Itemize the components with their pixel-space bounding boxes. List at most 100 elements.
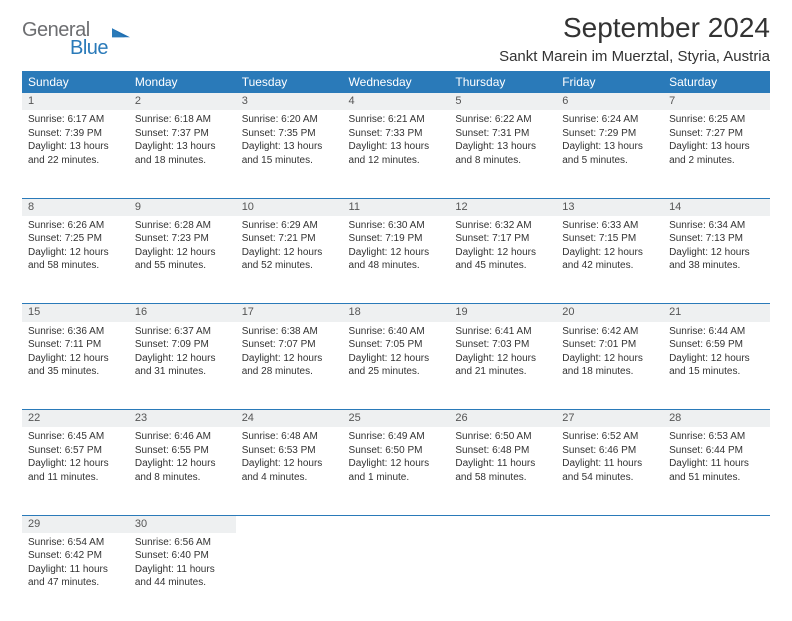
day-detail-cell: [556, 533, 663, 621]
day-detail-cell: Sunrise: 6:46 AMSunset: 6:55 PMDaylight:…: [129, 427, 236, 515]
daylight-text: and 38 minutes.: [669, 259, 764, 273]
day-number-cell: 24: [236, 410, 343, 428]
month-title: September 2024: [499, 12, 770, 44]
daylight-text: Daylight: 11 hours: [562, 457, 657, 471]
day-detail-cell: [449, 533, 556, 621]
daynum-row: 891011121314: [22, 198, 770, 216]
day-number-cell: 13: [556, 198, 663, 216]
sunrise-text: Sunrise: 6:32 AM: [455, 219, 550, 233]
sunset-text: Sunset: 7:07 PM: [242, 338, 337, 352]
sunrise-text: Sunrise: 6:21 AM: [349, 113, 444, 127]
day-number-cell: 10: [236, 198, 343, 216]
detail-row: Sunrise: 6:26 AMSunset: 7:25 PMDaylight:…: [22, 216, 770, 304]
daylight-text: and 51 minutes.: [669, 471, 764, 485]
day-number-cell: [343, 515, 450, 533]
day-detail-cell: Sunrise: 6:36 AMSunset: 7:11 PMDaylight:…: [22, 322, 129, 410]
day-number-cell: 28: [663, 410, 770, 428]
detail-row: Sunrise: 6:36 AMSunset: 7:11 PMDaylight:…: [22, 322, 770, 410]
sunrise-text: Sunrise: 6:48 AM: [242, 430, 337, 444]
day-detail-cell: Sunrise: 6:37 AMSunset: 7:09 PMDaylight:…: [129, 322, 236, 410]
day-detail-cell: Sunrise: 6:48 AMSunset: 6:53 PMDaylight:…: [236, 427, 343, 515]
day-detail-cell: Sunrise: 6:20 AMSunset: 7:35 PMDaylight:…: [236, 110, 343, 198]
day-number-cell: 23: [129, 410, 236, 428]
location-subtitle: Sankt Marein im Muerztal, Styria, Austri…: [499, 48, 770, 65]
sunrise-text: Sunrise: 6:40 AM: [349, 325, 444, 339]
col-sunday: Sunday: [22, 71, 129, 93]
sunset-text: Sunset: 6:42 PM: [28, 549, 123, 563]
daylight-text: Daylight: 12 hours: [349, 246, 444, 260]
daylight-text: and 15 minutes.: [669, 365, 764, 379]
sunrise-text: Sunrise: 6:30 AM: [349, 219, 444, 233]
daylight-text: Daylight: 12 hours: [242, 352, 337, 366]
day-number-cell: [556, 515, 663, 533]
daylight-text: Daylight: 13 hours: [28, 140, 123, 154]
daynum-row: 2930: [22, 515, 770, 533]
day-detail-cell: Sunrise: 6:53 AMSunset: 6:44 PMDaylight:…: [663, 427, 770, 515]
daylight-text: and 5 minutes.: [562, 154, 657, 168]
day-detail-cell: Sunrise: 6:45 AMSunset: 6:57 PMDaylight:…: [22, 427, 129, 515]
daylight-text: Daylight: 12 hours: [242, 457, 337, 471]
sunset-text: Sunset: 6:46 PM: [562, 444, 657, 458]
calendar-table: Sunday Monday Tuesday Wednesday Thursday…: [22, 71, 770, 621]
daylight-text: and 15 minutes.: [242, 154, 337, 168]
sunset-text: Sunset: 6:53 PM: [242, 444, 337, 458]
sunrise-text: Sunrise: 6:56 AM: [135, 536, 230, 550]
day-number-cell: 30: [129, 515, 236, 533]
day-detail-cell: Sunrise: 6:54 AMSunset: 6:42 PMDaylight:…: [22, 533, 129, 621]
sunrise-text: Sunrise: 6:33 AM: [562, 219, 657, 233]
sunset-text: Sunset: 6:57 PM: [28, 444, 123, 458]
daylight-text: and 21 minutes.: [455, 365, 550, 379]
daynum-row: 15161718192021: [22, 304, 770, 322]
sunrise-text: Sunrise: 6:38 AM: [242, 325, 337, 339]
sunrise-text: Sunrise: 6:54 AM: [28, 536, 123, 550]
daylight-text: Daylight: 12 hours: [562, 246, 657, 260]
daylight-text: and 54 minutes.: [562, 471, 657, 485]
day-number-cell: 16: [129, 304, 236, 322]
day-number-cell: 29: [22, 515, 129, 533]
sunrise-text: Sunrise: 6:50 AM: [455, 430, 550, 444]
day-number-cell: 9: [129, 198, 236, 216]
daynum-row: 22232425262728: [22, 410, 770, 428]
day-detail-cell: [663, 533, 770, 621]
daylight-text: Daylight: 12 hours: [669, 352, 764, 366]
daylight-text: and 18 minutes.: [562, 365, 657, 379]
sunrise-text: Sunrise: 6:28 AM: [135, 219, 230, 233]
flag-icon: [112, 24, 130, 38]
day-detail-cell: Sunrise: 6:42 AMSunset: 7:01 PMDaylight:…: [556, 322, 663, 410]
daylight-text: and 2 minutes.: [669, 154, 764, 168]
sunrise-text: Sunrise: 6:52 AM: [562, 430, 657, 444]
sunset-text: Sunset: 7:05 PM: [349, 338, 444, 352]
sunrise-text: Sunrise: 6:36 AM: [28, 325, 123, 339]
sunset-text: Sunset: 6:48 PM: [455, 444, 550, 458]
day-detail-cell: Sunrise: 6:32 AMSunset: 7:17 PMDaylight:…: [449, 216, 556, 304]
daylight-text: and 45 minutes.: [455, 259, 550, 273]
daylight-text: and 4 minutes.: [242, 471, 337, 485]
day-number-cell: 6: [556, 93, 663, 110]
day-detail-cell: Sunrise: 6:17 AMSunset: 7:39 PMDaylight:…: [22, 110, 129, 198]
col-friday: Friday: [556, 71, 663, 93]
day-detail-cell: Sunrise: 6:41 AMSunset: 7:03 PMDaylight:…: [449, 322, 556, 410]
day-detail-cell: Sunrise: 6:21 AMSunset: 7:33 PMDaylight:…: [343, 110, 450, 198]
daylight-text: and 47 minutes.: [28, 576, 123, 590]
daylight-text: Daylight: 13 hours: [455, 140, 550, 154]
sunset-text: Sunset: 7:23 PM: [135, 232, 230, 246]
sunset-text: Sunset: 6:40 PM: [135, 549, 230, 563]
sunset-text: Sunset: 7:03 PM: [455, 338, 550, 352]
day-number-cell: 14: [663, 198, 770, 216]
daylight-text: Daylight: 12 hours: [28, 457, 123, 471]
day-detail-cell: Sunrise: 6:26 AMSunset: 7:25 PMDaylight:…: [22, 216, 129, 304]
daylight-text: and 55 minutes.: [135, 259, 230, 273]
day-detail-cell: Sunrise: 6:49 AMSunset: 6:50 PMDaylight:…: [343, 427, 450, 515]
sunset-text: Sunset: 7:13 PM: [669, 232, 764, 246]
sunrise-text: Sunrise: 6:18 AM: [135, 113, 230, 127]
sunset-text: Sunset: 7:21 PM: [242, 232, 337, 246]
sunset-text: Sunset: 6:50 PM: [349, 444, 444, 458]
sunset-text: Sunset: 7:37 PM: [135, 127, 230, 141]
day-detail-cell: Sunrise: 6:24 AMSunset: 7:29 PMDaylight:…: [556, 110, 663, 198]
brand-logo: General Blue: [22, 12, 130, 58]
day-detail-cell: [343, 533, 450, 621]
day-detail-cell: Sunrise: 6:38 AMSunset: 7:07 PMDaylight:…: [236, 322, 343, 410]
sunrise-text: Sunrise: 6:49 AM: [349, 430, 444, 444]
sunrise-text: Sunrise: 6:42 AM: [562, 325, 657, 339]
sunset-text: Sunset: 7:09 PM: [135, 338, 230, 352]
